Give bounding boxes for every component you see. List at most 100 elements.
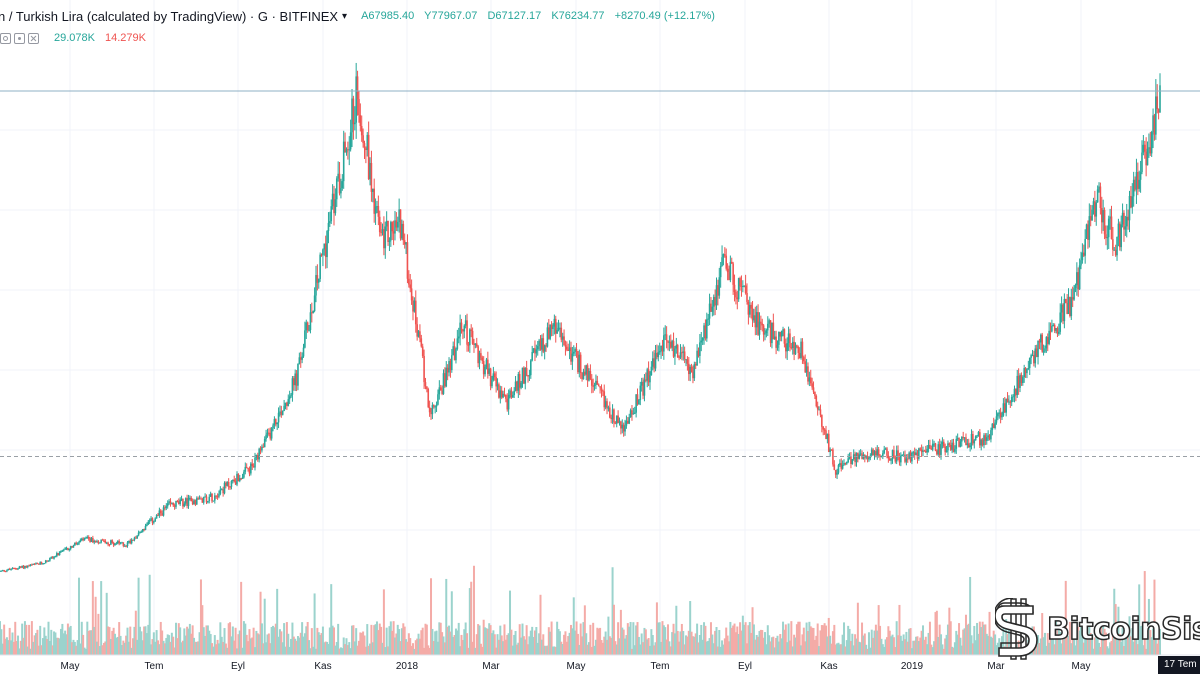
volume-bar [829, 635, 832, 655]
candle-body [229, 486, 231, 488]
volume-bar [281, 642, 284, 655]
volume-bar [529, 630, 532, 655]
volume-bar [823, 623, 826, 655]
candle-body [49, 557, 51, 561]
candle-body [1037, 340, 1039, 358]
volume-bar [1007, 622, 1010, 655]
volume-bar [665, 639, 668, 655]
volume-bar [1068, 621, 1071, 655]
candle-body [536, 346, 539, 350]
candle-body [1127, 216, 1129, 221]
volume-bar [269, 643, 272, 655]
candle-body [610, 417, 612, 420]
volume-bar [654, 642, 657, 655]
candle-body [280, 411, 283, 415]
candle-body [103, 540, 105, 542]
candle-body [301, 356, 303, 360]
candle-body [552, 326, 554, 330]
candle-body [279, 411, 281, 413]
volume-bar [80, 621, 83, 655]
volume-bar [877, 605, 880, 655]
volume-bar [288, 646, 291, 655]
candle-body [283, 405, 285, 411]
volume-bar [762, 637, 765, 655]
volume-bar [276, 588, 279, 655]
volume-bar [1128, 616, 1131, 655]
volume-bar [1088, 623, 1091, 655]
volume-bar [65, 634, 68, 655]
candle-body [187, 497, 190, 507]
volume-bar [48, 640, 51, 655]
volume-bar [820, 625, 823, 655]
volume-bar [536, 642, 539, 655]
candle-body [394, 220, 396, 234]
eye-icon[interactable] [0, 32, 11, 44]
volume-bar [331, 625, 334, 655]
volume-bar [155, 630, 158, 655]
candle-body [949, 445, 952, 450]
volume-bar [500, 635, 503, 655]
candle-body [600, 387, 603, 391]
chevron-down-icon[interactable]: ▾ [342, 10, 348, 22]
candle-body [884, 448, 887, 450]
volume-bar [801, 634, 804, 655]
volume-bar [879, 625, 882, 655]
candle-body [7, 568, 10, 571]
candle-body [90, 538, 93, 542]
candle-body [1105, 234, 1107, 239]
volume-bar [836, 643, 839, 655]
candle-body [1125, 216, 1128, 227]
volume-bar [258, 634, 261, 655]
gear-icon[interactable] [14, 32, 25, 44]
volume-bar [673, 633, 676, 655]
volume-bar [272, 625, 275, 655]
candle-body [880, 455, 883, 457]
volume-bar [114, 633, 117, 655]
candle-body [262, 446, 265, 448]
x-tick-label: Eyl [738, 661, 752, 672]
volume-bar [533, 630, 536, 655]
volume-bar [806, 630, 809, 655]
volume-bar [841, 634, 844, 655]
volume-bar [824, 625, 827, 655]
symbol-title[interactable]: n / Turkish Lira (calculated by TradingV… [0, 8, 339, 24]
volume-bar [922, 625, 925, 655]
volume-bar [445, 578, 448, 655]
volume-bar [888, 630, 891, 655]
candle-body [114, 543, 116, 546]
ohlc-change: +8270.49 (+12.17%) [614, 10, 715, 22]
volume-bar [66, 623, 69, 655]
candle-body [252, 466, 255, 468]
candle-body [509, 390, 511, 396]
candle-body [430, 412, 432, 415]
volume-bar [255, 630, 258, 655]
volume-bar [630, 648, 633, 655]
volume-bar [633, 645, 636, 655]
candle-body [511, 395, 514, 398]
volume-bar [349, 648, 352, 655]
volume-bar [852, 645, 855, 655]
close-icon[interactable] [28, 32, 39, 44]
candle-body [1143, 144, 1146, 152]
volume-bar [165, 637, 168, 655]
candle-body [803, 357, 805, 362]
candle-body [477, 346, 479, 364]
volume-bar [707, 640, 710, 655]
volume-bar [1042, 637, 1045, 655]
candle-body [72, 545, 75, 548]
candle-body [736, 297, 739, 300]
volume-bar [628, 626, 631, 655]
candle-body [419, 331, 421, 339]
candle-body [919, 448, 922, 450]
candle-body [827, 433, 830, 452]
candle-body [128, 540, 130, 543]
candle-body [1080, 260, 1082, 266]
candle-body [844, 462, 847, 464]
volume-bar [1139, 626, 1142, 655]
volume-bar [551, 646, 554, 655]
volume-bar [1092, 648, 1095, 655]
volume-bar [346, 645, 349, 655]
x-tick-label: Mar [482, 661, 500, 672]
